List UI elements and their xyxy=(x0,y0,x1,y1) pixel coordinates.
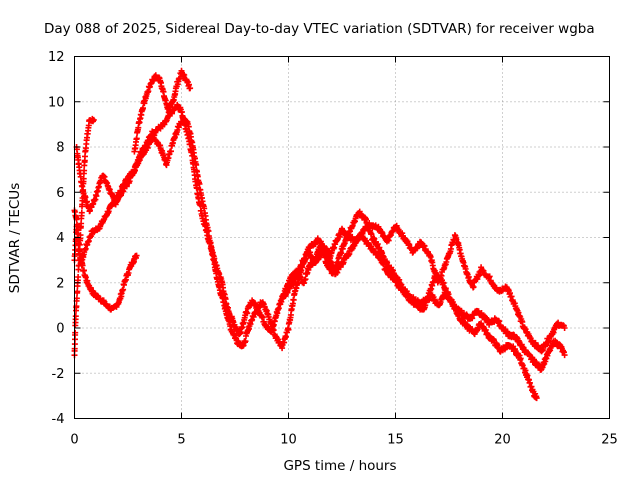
y-tick-label: 8 xyxy=(56,141,64,156)
y-tick-label: 4 xyxy=(56,231,64,246)
x-tick-label: 25 xyxy=(601,433,618,448)
series-track-1 xyxy=(71,101,568,373)
chart-title: Day 088 of 2025, Sidereal Day-to-day VTE… xyxy=(44,21,595,37)
data-points xyxy=(71,67,568,402)
series-markers xyxy=(131,67,194,155)
x-tick-label: 10 xyxy=(280,433,297,448)
x-tick-label: 0 xyxy=(70,433,78,448)
y-tick-label: 10 xyxy=(48,95,65,110)
series-track-5 xyxy=(131,67,194,155)
y-axis-label: SDTVAR / TECUs xyxy=(7,183,23,293)
y-tick-label: 6 xyxy=(56,186,64,201)
series-markers xyxy=(71,101,568,373)
y-tick-label: 12 xyxy=(48,50,65,65)
x-tick-label: 15 xyxy=(387,433,404,448)
axis-ticks: -4 -2 0 2 4 6 8 10 12 0 5 10 15 20 25 xyxy=(48,50,618,448)
series-markers xyxy=(281,220,568,355)
series-track-6 xyxy=(281,220,568,355)
x-axis-label: GPS time / hours xyxy=(283,458,396,474)
y-tick-label: -4 xyxy=(52,412,65,427)
x-tick-label: 5 xyxy=(177,433,185,448)
y-tick-label: 2 xyxy=(56,276,64,291)
x-tick-label: 20 xyxy=(494,433,511,448)
y-tick-label: -2 xyxy=(52,367,65,382)
y-tick-label: 0 xyxy=(56,322,64,337)
